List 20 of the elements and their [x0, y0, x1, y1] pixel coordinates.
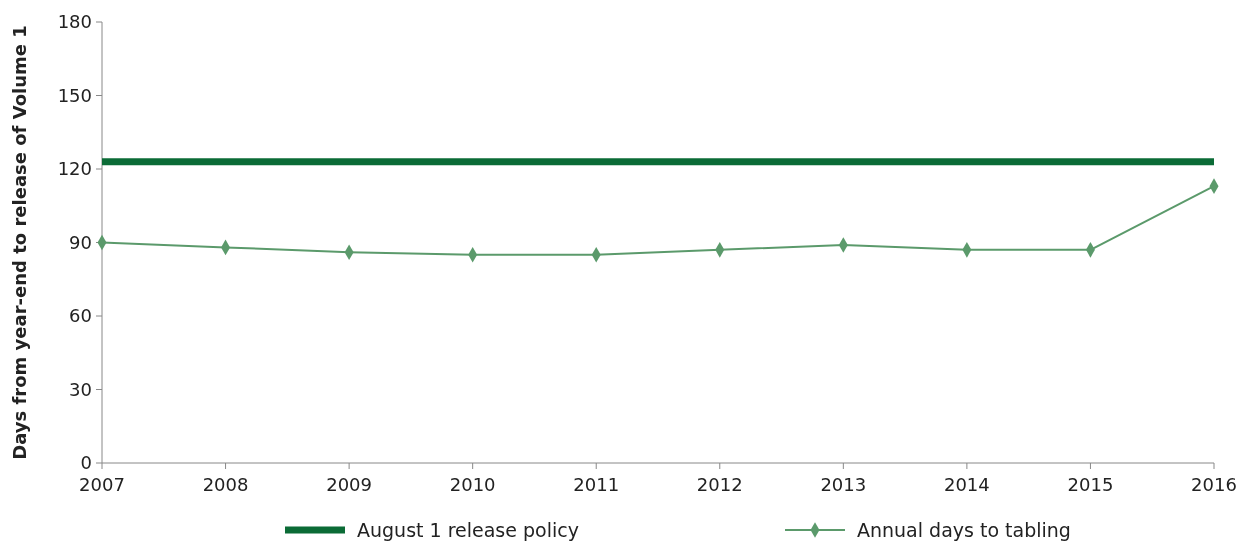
y-tick-label: 30 [69, 378, 92, 400]
y-tick-label: 120 [57, 158, 92, 180]
y-tick-label: 150 [57, 84, 92, 106]
y-axis-title: Days from year-end to release of Volume 1 [9, 25, 30, 460]
y-tick-label: 90 [69, 231, 92, 253]
x-tick-label: 2007 [79, 474, 125, 495]
x-tick-label: 2010 [449, 474, 496, 495]
x-tick-label: 2009 [326, 474, 373, 495]
legend-label: August 1 release policy [357, 518, 579, 541]
x-tick-label: 2016 [1191, 474, 1237, 495]
x-tick-label: 2011 [573, 474, 620, 495]
y-tick-label: 0 [80, 452, 92, 474]
x-tick-label: 2015 [1067, 474, 1114, 495]
y-tick-label: 180 [57, 11, 92, 33]
x-tick-label: 2008 [202, 474, 249, 495]
x-tick-label: 2012 [696, 474, 743, 495]
x-tick-label: 2014 [943, 474, 990, 495]
x-tick-label: 2013 [820, 474, 867, 495]
y-tick-label: 60 [69, 305, 92, 327]
legend-label: Annual days to tabling [857, 518, 1071, 541]
